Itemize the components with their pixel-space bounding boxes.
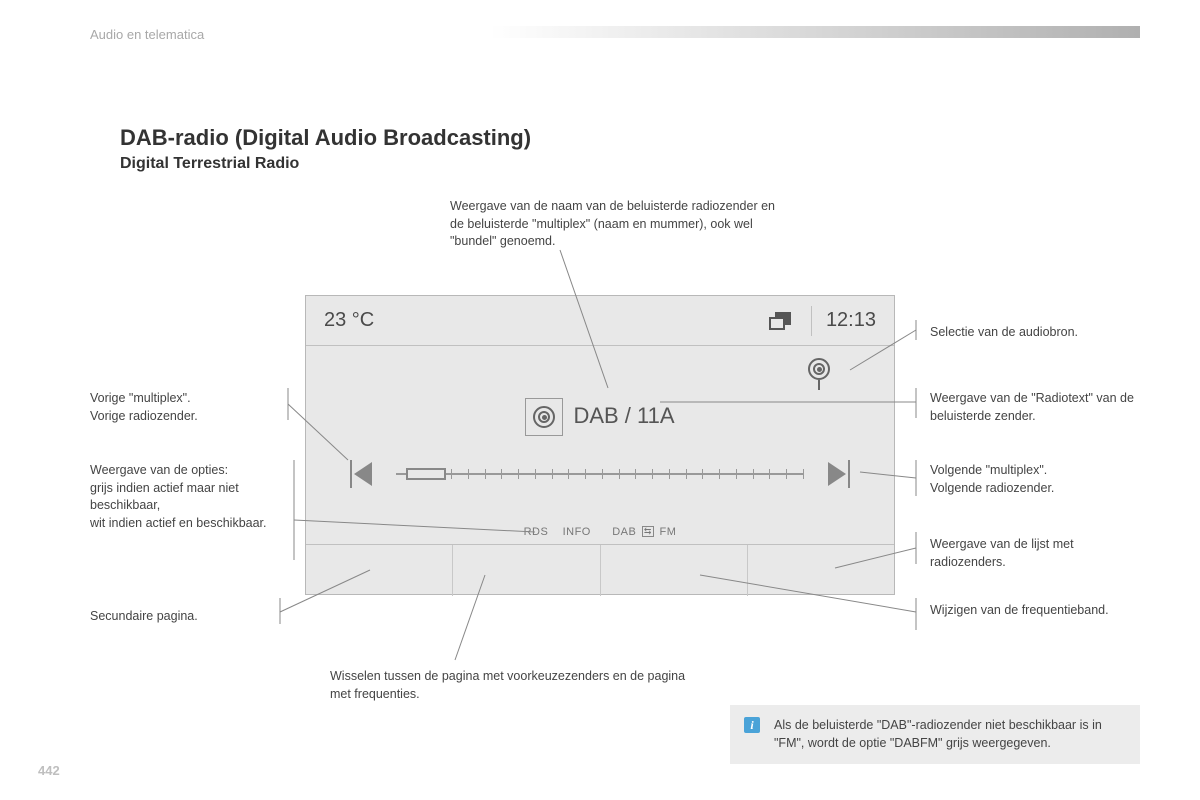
clock-display: 12:13 — [826, 309, 876, 332]
bottom-tab-1[interactable] — [306, 545, 453, 596]
callout-pages: Wisselen tussen de pagina met voorkeuzez… — [330, 668, 690, 703]
bottom-tab-4[interactable] — [748, 545, 894, 596]
page-number: 442 — [38, 763, 60, 778]
callout-prev: Vorige "multiplex". Vorige radiozender. — [90, 390, 280, 425]
screen-bottombar — [306, 544, 894, 596]
radio-screen: 23 °C 12:13 DAB / 11A RDS INFO DAB ⇆ FM — [305, 295, 895, 595]
section-header: Audio en telematica — [90, 27, 204, 42]
bottom-tab-3[interactable] — [601, 545, 748, 596]
callout-top: Weergave van de naam van de beluisterde … — [450, 198, 780, 251]
info-note-box: i Als de beluisterde "DAB"-radiozender n… — [730, 705, 1140, 764]
callout-radiotext: Weergave van de "Radiotext" van de belui… — [930, 390, 1150, 425]
screen-topbar: 23 °C 12:13 — [306, 296, 894, 346]
callout-options: Weergave van de opties: grijs indien act… — [90, 462, 290, 532]
station-label: DAB / 11A — [573, 403, 674, 428]
topbar-divider — [811, 306, 812, 336]
callout-source: Selectie van de audiobron. — [930, 324, 1130, 342]
callout-next: Volgende "multiplex". Volgende radiozend… — [930, 462, 1130, 497]
callout-secondary: Secundaire pagina. — [90, 608, 290, 626]
opt-info: INFO — [563, 526, 591, 538]
station-icon — [525, 398, 563, 436]
info-note-text: Als de beluisterde "DAB"-radiozender nie… — [774, 718, 1102, 750]
next-button[interactable] — [828, 462, 846, 486]
opt-dab: DAB — [612, 526, 636, 538]
page-subtitle: Digital Terrestrial Radio — [120, 155, 299, 173]
audio-source-icon[interactable] — [804, 354, 834, 384]
station-row: DAB / 11A — [306, 398, 894, 436]
opt-fm: FM — [660, 526, 677, 538]
previous-button[interactable] — [354, 462, 372, 486]
screen-main: DAB / 11A RDS INFO DAB ⇆ FM — [306, 346, 894, 544]
page-title: DAB-radio (Digital Audio Broadcasting) — [120, 125, 531, 151]
info-icon: i — [744, 717, 760, 733]
bottom-tab-2[interactable] — [453, 545, 600, 596]
window-icon[interactable] — [769, 312, 791, 330]
opt-rds: RDS — [524, 526, 549, 538]
swap-icon: ⇆ — [642, 526, 654, 537]
callout-list: Weergave van de lijst met radiozenders. — [930, 536, 1130, 571]
header-gradient — [490, 26, 1140, 38]
frequency-slider[interactable] — [396, 471, 804, 477]
temperature-display: 23 °C — [324, 309, 374, 332]
callout-band: Wijzigen van de frequentieband. — [930, 602, 1130, 620]
options-row: RDS INFO DAB ⇆ FM — [306, 526, 894, 538]
